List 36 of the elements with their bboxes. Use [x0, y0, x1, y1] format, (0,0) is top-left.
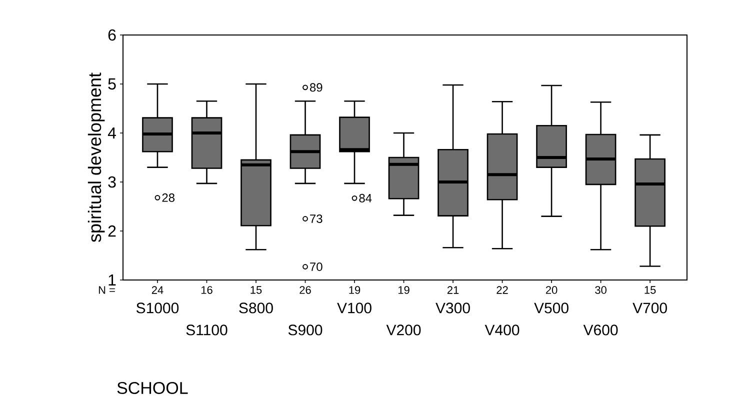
y-tick-label: 3 [108, 176, 116, 188]
y-tick-label: 5 [108, 78, 116, 90]
annotation: 70 [310, 262, 322, 271]
y-axis-title: spiritual development [88, 72, 105, 242]
y-tick-label: 6 [108, 29, 116, 41]
x-tick-label: V400 [484, 324, 520, 336]
text: 19 [398, 286, 410, 294]
text: 22 [496, 286, 508, 294]
text: 21 [447, 286, 459, 294]
x-tick-label: V300 [436, 302, 470, 314]
annotation: 89 [310, 83, 322, 92]
text: 15 [250, 286, 262, 294]
text: N = [98, 286, 115, 294]
x-tick-label: V500 [534, 302, 568, 314]
annotation: 73 [310, 214, 322, 223]
x-tick-label: S900 [288, 324, 322, 336]
text: 15 [644, 286, 656, 294]
annotation: 28 [162, 193, 175, 202]
text: 26 [300, 286, 311, 294]
text: 24 [152, 286, 164, 294]
y-tick-label: 4 [108, 127, 116, 138]
text: 20 [546, 286, 558, 294]
text: 19 [349, 286, 360, 294]
x-tick-label: S1000 [136, 302, 179, 314]
x-tick-label: V700 [632, 302, 667, 314]
x-tick-label: S1100 [186, 324, 228, 336]
x-tick-label: V200 [386, 324, 421, 336]
x-tick-label: V600 [583, 324, 618, 336]
text: 16 [201, 286, 212, 294]
x-tick-label: S800 [239, 302, 273, 314]
annotation: 84 [359, 194, 372, 202]
y-tick-label: 1 [108, 274, 116, 286]
x-tick-label: V100 [337, 302, 372, 314]
x-axis-title: SCHOOL [117, 382, 188, 394]
y-tick-label: 2 [108, 225, 116, 237]
text: 30 [595, 286, 606, 294]
